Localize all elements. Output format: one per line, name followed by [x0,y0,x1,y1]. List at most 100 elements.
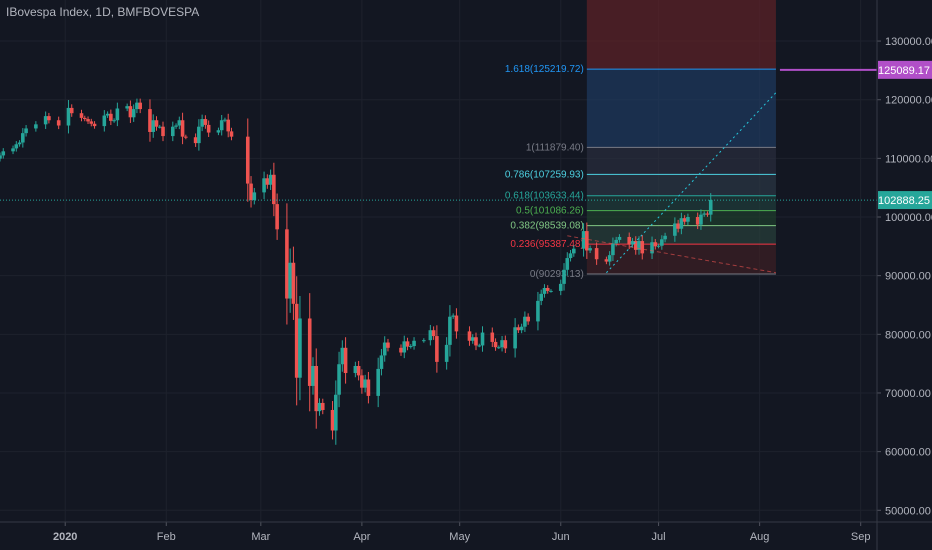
candle-body [604,259,609,262]
x-tick-label: Sep [851,531,871,543]
candle-body [47,116,51,121]
candle-body [291,262,296,304]
candle-body [317,402,322,412]
candle-body [444,344,449,362]
candle-body [702,213,707,215]
candle-body [268,174,273,185]
candle-body [382,342,387,356]
y-tick-label: 110000.00 [885,153,932,165]
candle-body [435,336,439,362]
candle-body [571,248,576,254]
candle-body [545,287,550,291]
fib-zone [586,69,776,148]
candle-body [157,126,162,128]
price-tag [878,191,932,210]
y-tick-label: 70000.00 [885,388,931,400]
candle-body [115,108,120,121]
candle-body [523,316,527,327]
candle-body [708,200,713,215]
candle-body [294,303,299,378]
fib-level-label: 0.236(95387.48) [510,239,583,250]
candle-body [203,119,208,125]
fib-zone [586,225,776,245]
fib-zone [586,0,776,70]
fib-level-label: 1(111879.40) [526,142,584,153]
candle-body [314,365,319,412]
candle-body [363,379,367,388]
candle-body [412,340,416,347]
fib-level-label: 0(90293.13) [530,269,584,280]
x-tick-label: Jul [652,531,666,543]
candle-body [699,214,703,225]
candle-body [536,300,540,322]
candle-body [379,355,384,369]
candle-body [676,223,680,229]
candle-body [275,204,279,230]
candle-body [86,119,90,122]
candle-body [200,119,204,127]
candle-body [21,133,25,143]
fib-level-label: 0.382(98539.08) [510,221,583,232]
y-tick-label: 130000.00 [885,36,932,48]
grid [0,0,877,522]
candle-body [0,155,2,159]
x-tick-label: Mar [251,531,270,543]
candle-body [656,245,661,247]
y-tick-label: 120000.00 [885,95,932,107]
candle-body [138,102,142,110]
candle-body [493,341,498,348]
candle-body [135,102,139,110]
candle-body [405,341,410,347]
fib-level-label: 0.618(103633.44) [505,191,584,202]
candle-body [252,192,257,201]
candle-body [320,402,325,410]
candle-body [663,235,667,240]
candle-body [105,113,110,116]
candle-body [695,217,700,225]
retracement-line [567,235,777,274]
candle-body [298,318,302,378]
candle-body [66,107,71,126]
candle-body [197,126,201,144]
candle-body [516,327,521,331]
candle-body [500,340,504,348]
fib-level-label: 1.618(125219.72) [505,64,584,75]
candle-body [170,126,175,137]
candle-body [226,119,231,132]
x-tick-label: Feb [157,531,176,543]
candle-body [56,120,61,126]
candle-body [470,337,475,341]
fib-level-label: 0.786(107259.93) [505,169,584,180]
candle-body [43,116,48,125]
candle-body [265,178,270,185]
candles [0,98,713,445]
candle-body [474,337,478,346]
candle-body [660,239,664,246]
chart-title: IBovespa Index, 1D, BMFBOVESPA [6,5,200,19]
candle-body [356,365,361,376]
candle-body [131,109,136,118]
candle-body [539,293,543,301]
candle-body [549,290,553,292]
candle-body [102,115,107,127]
candle-body [330,409,335,431]
y-tick-label: 60000.00 [885,447,931,459]
candle-body [288,262,292,299]
candle-body [109,113,113,121]
candle-body [376,368,380,396]
candle-body [650,242,654,254]
candle-body [542,287,547,294]
y-tick-label: 90000.00 [885,271,931,283]
candle-body [562,269,566,284]
candle-body [177,120,182,126]
price-tag [878,60,932,79]
candle-body [617,236,622,240]
fib-zone [586,174,776,196]
candle-body [360,375,364,388]
fib-zone [586,244,776,274]
candle-body [366,379,371,396]
projection-line [606,92,777,274]
candle-body [422,340,426,342]
candle-body [180,120,185,137]
